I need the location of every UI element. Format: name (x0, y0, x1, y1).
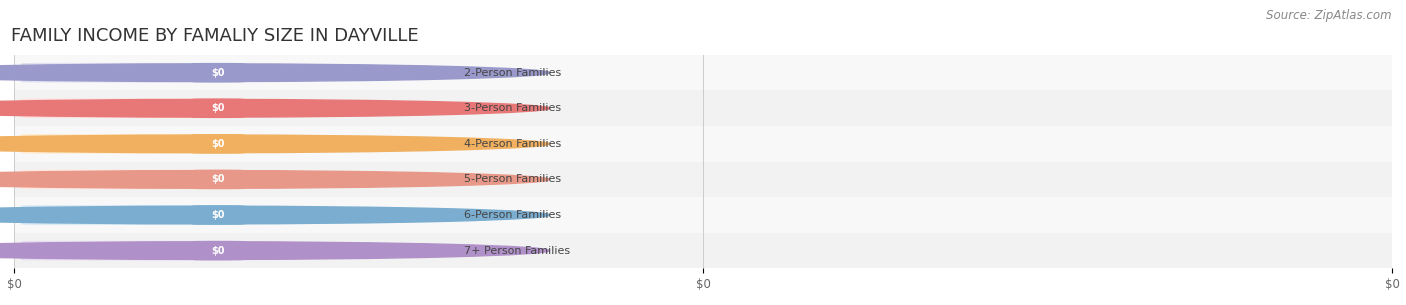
Circle shape (0, 64, 550, 81)
Text: 6-Person Families: 6-Person Families (464, 210, 561, 220)
FancyBboxPatch shape (21, 134, 249, 154)
Circle shape (0, 99, 550, 117)
FancyBboxPatch shape (14, 233, 1392, 268)
FancyBboxPatch shape (14, 55, 1392, 91)
Text: $0: $0 (211, 103, 225, 113)
FancyBboxPatch shape (191, 205, 245, 225)
FancyBboxPatch shape (21, 99, 249, 118)
Circle shape (0, 242, 550, 260)
Text: 4-Person Families: 4-Person Families (464, 139, 561, 149)
Text: FAMILY INCOME BY FAMALIY SIZE IN DAYVILLE: FAMILY INCOME BY FAMALIY SIZE IN DAYVILL… (11, 27, 419, 45)
Text: $0: $0 (211, 210, 225, 220)
Text: 7+ Person Families: 7+ Person Families (464, 246, 571, 256)
FancyBboxPatch shape (21, 205, 249, 225)
FancyBboxPatch shape (21, 63, 249, 82)
Text: $0: $0 (211, 139, 225, 149)
Circle shape (0, 206, 550, 224)
FancyBboxPatch shape (14, 126, 1392, 162)
Text: $0: $0 (211, 246, 225, 256)
FancyBboxPatch shape (21, 241, 249, 260)
Text: $0: $0 (211, 174, 225, 185)
Text: 5-Person Families: 5-Person Families (464, 174, 561, 185)
FancyBboxPatch shape (191, 241, 245, 260)
FancyBboxPatch shape (21, 170, 249, 189)
FancyBboxPatch shape (191, 99, 245, 118)
Circle shape (0, 135, 550, 153)
FancyBboxPatch shape (14, 197, 1392, 233)
Circle shape (0, 170, 550, 188)
FancyBboxPatch shape (14, 91, 1392, 126)
FancyBboxPatch shape (191, 134, 245, 154)
FancyBboxPatch shape (191, 170, 245, 189)
FancyBboxPatch shape (191, 63, 245, 82)
Text: $0: $0 (211, 68, 225, 78)
FancyBboxPatch shape (14, 162, 1392, 197)
Text: Source: ZipAtlas.com: Source: ZipAtlas.com (1267, 9, 1392, 22)
Text: 2-Person Families: 2-Person Families (464, 68, 561, 78)
Text: 3-Person Families: 3-Person Families (464, 103, 561, 113)
